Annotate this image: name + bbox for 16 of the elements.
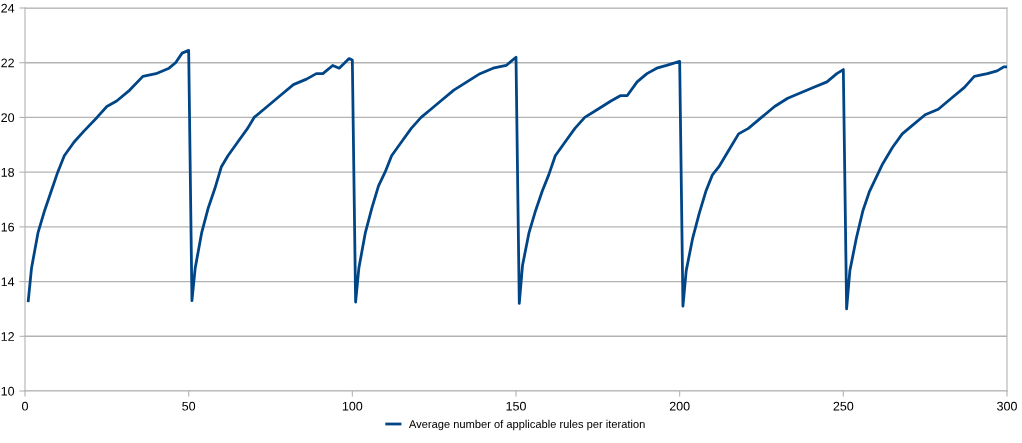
y-tick-label: 18 xyxy=(1,167,15,177)
y-tick-label: 14 xyxy=(1,277,15,287)
y-tick-label: 16 xyxy=(1,222,15,232)
legend-label: Average number of applicable rules per iteration xyxy=(408,419,645,431)
y-tick-label: 24 xyxy=(1,3,15,13)
y-tick-label: 10 xyxy=(1,386,15,396)
y-tick-label: 22 xyxy=(1,58,14,68)
x-tick-label: 250 xyxy=(833,401,854,411)
x-tick-label: 300 xyxy=(997,401,1017,411)
x-tick-label: 200 xyxy=(669,401,690,411)
x-tick-label: 50 xyxy=(182,401,196,411)
x-tick-label: 100 xyxy=(342,401,363,411)
x-tick-label: 0 xyxy=(22,401,28,411)
y-tick-label: 12 xyxy=(1,332,14,341)
x-tick-label: 150 xyxy=(506,401,526,411)
y-tick-label: 20 xyxy=(1,113,15,123)
